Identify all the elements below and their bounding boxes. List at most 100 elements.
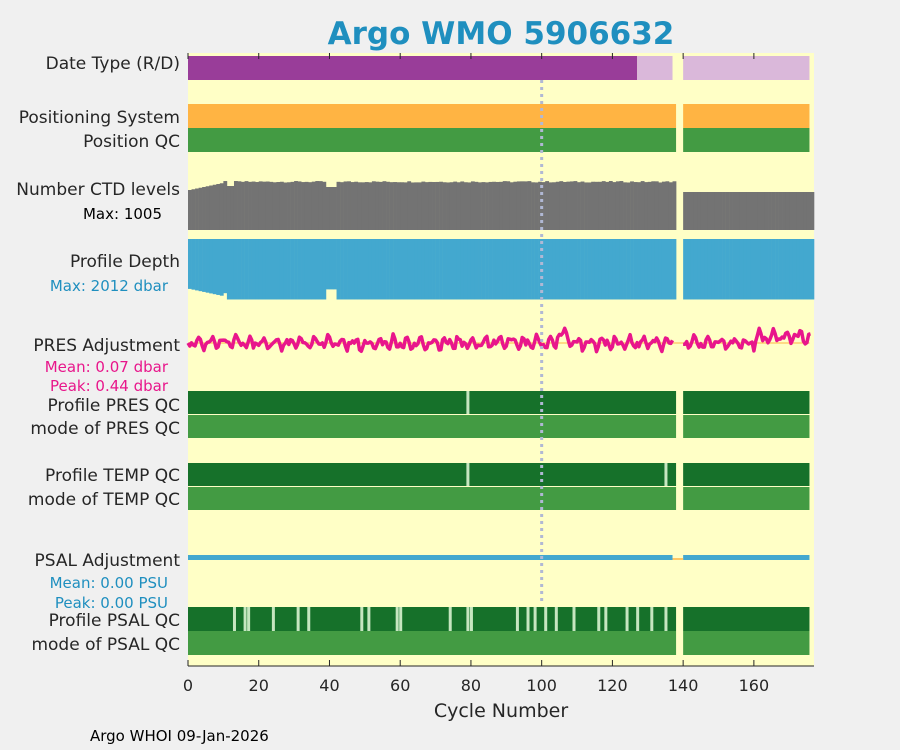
profile-depth-bar-cycle-148 [711,239,716,300]
profile-psal-qc-bar-flag-cycle-60 [399,607,403,631]
ctd-levels-bar-cycle-16 [244,181,249,230]
ctd-levels-bar-cycle-159 [750,192,755,230]
label-position-qc: Position QC [83,132,180,152]
profile-depth-bar-cycle-25 [276,239,281,300]
profile-psal-qc-bar-flag-cycle-104 [554,607,558,631]
profile-depth-bar-cycle-133 [658,239,663,300]
ctd-levels-bar-cycle-117 [601,181,606,230]
ctd-levels-bar-cycle-6 [209,185,214,230]
profile-depth-bar-cycle-145 [700,239,705,300]
profile-depth-bar-cycle-118 [605,239,610,300]
profile-depth-bar-cycle-30 [294,239,298,300]
profile-depth-bar-cycle-73 [446,239,451,300]
ctd-levels-bar-cycle-17 [248,181,252,230]
profile-depth-bar-cycle-163 [764,239,769,300]
profile-depth-bar-cycle-144 [697,239,702,300]
ctd-levels-bar-cycle-7 [212,184,217,230]
ctd-levels-bar-cycle-121 [615,181,620,230]
profile-depth-bar-cycle-108 [569,239,574,300]
profile-depth-bar-cycle-61 [403,239,408,300]
profile-depth-bar-cycle-114 [591,239,596,300]
ctd-levels-bar-cycle-164 [768,192,772,230]
profile-psal-qc-bar-flag-cycle-109 [572,607,576,631]
profile-depth-bar-cycle-137 [672,239,677,300]
profile-depth-bar-cycle-126 [633,239,638,300]
ctd-levels-bar-cycle-3 [198,187,203,230]
profile-depth-bar-cycle-91 [509,239,514,300]
profile-depth-bar-cycle-72 [442,239,447,300]
ctd-levels-bar-cycle-41 [333,187,337,230]
ctd-levels-bar-cycle-93 [516,181,521,230]
ctd-levels-bar-cycle-101 [545,181,550,230]
mode-psal-qc-bar-a [188,631,677,655]
profile-depth-bar-cycle-5 [205,239,210,293]
label-ctd-levels: Number CTD levels [16,180,180,200]
ctd-levels-bar-cycle-21 [262,181,267,230]
profile-depth-bar-cycle-50 [364,239,369,300]
ctd-levels-bar-cycle-80 [470,181,475,230]
profile-depth-bar-cycle-18 [251,239,256,300]
ctd-levels-bar-cycle-76 [456,182,461,230]
profile-depth-bar-cycle-112 [584,239,588,300]
profile-depth-bar-cycle-96 [527,239,532,300]
ctd-levels-bar-cycle-167 [778,192,783,230]
ctd-levels-bar-cycle-170 [789,192,794,230]
profile-depth-bar-cycle-34 [308,239,313,300]
profile-depth-bar-cycle-111 [580,239,585,300]
profile-depth-bar-cycle-88 [499,239,504,300]
profile-depth-bar-cycle-119 [608,239,613,300]
ctd-levels-bar-cycle-94 [520,181,525,230]
profile-depth-bar-cycle-43 [340,239,344,300]
ctd-levels-bar-cycle-55 [382,181,387,230]
profile-depth-bar-cycle-113 [587,239,592,300]
profile-depth-bar-cycle-150 [718,239,723,300]
profile-depth-bar-cycle-55 [382,239,387,300]
ctd-levels-bar-cycle-106 [562,181,567,230]
profile-depth-bar-cycle-7 [212,239,217,295]
profile-depth-bar-cycle-82 [478,239,482,300]
profile-depth-bar-cycle-77 [460,239,465,300]
ctd-levels-bar-cycle-130 [647,181,652,230]
profile-psal-qc-bar-b [683,607,810,631]
profile-depth-bar-cycle-132 [654,239,659,300]
ctd-levels-bar-cycle-100 [541,182,546,230]
ctd-levels-bar-cycle-83 [481,182,486,230]
profile-psal-qc-bar-flag-cycle-93 [515,607,519,631]
ctd-levels-bar-cycle-26 [279,181,284,230]
ctd-levels-bar-cycle-135 [665,181,670,230]
ctd-levels-bar-cycle-53 [375,181,380,230]
profile-depth-bar-cycle-29 [290,239,295,300]
profile-depth-bar-cycle-121 [615,239,620,300]
ctd-levels-bar-cycle-136 [668,182,673,230]
profile-depth-bar-cycle-39 [325,239,330,290]
profile-depth-bar-cycle-20 [258,239,263,300]
label-mode-pres-qc: mode of PRES QC [30,419,180,439]
ctd-levels-bar-cycle-4 [202,187,206,230]
mode-pres-qc-bar-b [683,415,810,438]
profile-depth-bar-cycle-24 [272,239,277,300]
profile-depth-bar-cycle-23 [269,239,274,300]
ctd-levels-bar-cycle-68 [428,181,433,230]
x-tick-label-20: 20 [249,676,269,695]
ctd-levels-bar-cycle-165 [771,192,776,230]
profile-depth-bar-cycle-175 [806,239,811,300]
profile-depth-bar-cycle-22 [265,239,270,300]
ctd-levels-bar-cycle-146 [704,192,709,230]
profile-depth-bar-cycle-0 [188,239,192,289]
x-tick-label-40: 40 [319,676,339,695]
profile-psal-qc-bar-flag-cycle-34 [307,607,311,631]
profile-depth-bar-cycle-104 [555,239,560,300]
profile-temp-qc-bar-flag-cycle-135 [664,463,668,486]
ctd-levels-bar-cycle-20 [258,181,263,230]
ctd-levels-bar-cycle-13 [233,181,238,230]
ctd-levels-bar-cycle-122 [619,181,624,230]
ctd-levels-bar-cycle-131 [651,181,656,230]
ctd-levels-bar-cycle-52 [371,181,376,230]
ctd-levels-bar-cycle-92 [513,181,518,230]
label-profile-psal-qc: Profile PSAL QC [49,611,180,631]
positioning-system-bar-a [188,104,677,128]
profile-depth-bar-cycle-90 [506,239,511,300]
profile-depth-bar-cycle-16 [244,239,249,300]
ctd-levels-bar-cycle-22 [265,181,270,230]
profile-pres-qc-bar-a [188,391,677,414]
